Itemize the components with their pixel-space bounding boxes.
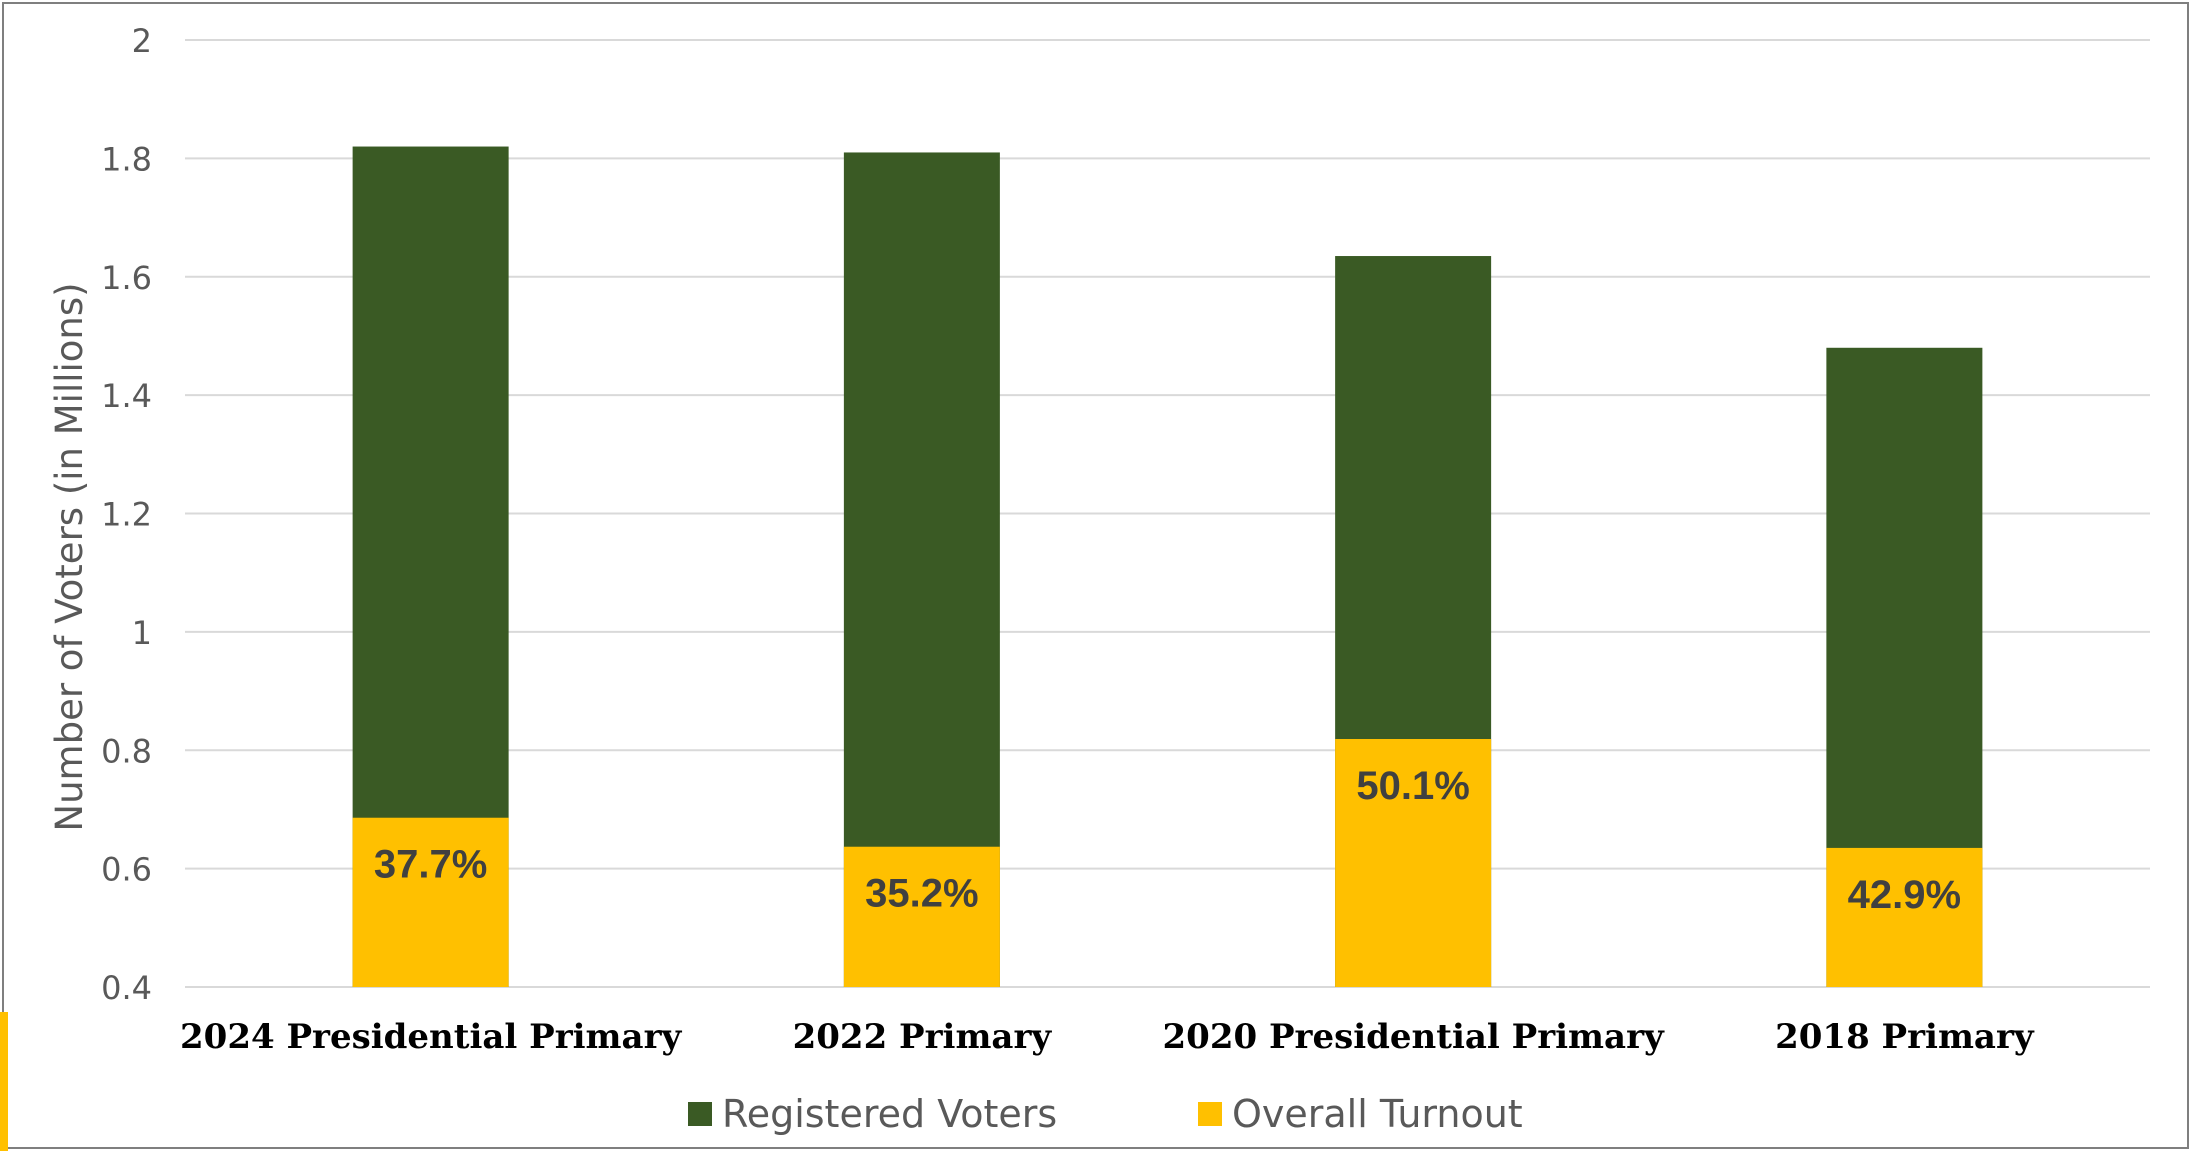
x-tick-label: 2020 Presidential Primary <box>1163 1017 1665 1057</box>
legend-label-turnout: Overall Turnout <box>1232 1092 1523 1136</box>
y-axis-ticks: 0.4 0.6 0.8 1 1.2 1.4 1.6 1.8 2 <box>101 22 152 1007</box>
data-label: 50.1% <box>1356 764 1469 808</box>
bar-overall-turnout <box>843 846 1000 987</box>
legend-registered: Registered Voters <box>688 1092 1057 1136</box>
bar-overall-turnout <box>352 817 509 987</box>
y-tick-label: 0.8 <box>101 732 152 770</box>
data-label: 35.2% <box>865 872 978 916</box>
bar-overall-turnout <box>1335 739 1492 987</box>
y-tick-label: 2 <box>132 22 152 60</box>
y-tick-label: 1 <box>132 614 152 652</box>
data-label: 37.7% <box>374 843 487 887</box>
y-tick-label: 1.4 <box>101 377 152 415</box>
y-tick-label: 1.8 <box>101 140 152 178</box>
data-label: 42.9% <box>1848 873 1961 917</box>
data-labels: 37.7% 35.2% 50.1% 42.9% <box>374 764 1961 917</box>
legend-turnout: Overall Turnout <box>1198 1092 1523 1136</box>
left-accent-bar <box>0 1012 8 1151</box>
x-axis-ticks: 2024 Presidential Primary 2022 Primary 202… <box>180 1017 2035 1057</box>
x-tick-label: 2022 Primary <box>793 1017 1053 1057</box>
gridlines <box>185 39 2150 988</box>
bar-overall-turnout <box>1826 847 1983 987</box>
y-axis-title: Number of Voters (in Millions) <box>48 282 91 831</box>
y-tick-label: 1.2 <box>101 496 152 534</box>
y-tick-label: 0.4 <box>101 969 152 1007</box>
x-tick-label: 2024 Presidential Primary <box>180 1017 682 1057</box>
legend-swatch-turnout <box>1198 1102 1222 1126</box>
y-tick-label: 1.6 <box>101 259 152 297</box>
x-tick-label: 2018 Primary <box>1775 1017 2035 1057</box>
bars <box>352 146 1983 988</box>
legend-label-registered: Registered Voters <box>722 1092 1058 1136</box>
legend-swatch-registered <box>688 1102 712 1126</box>
y-tick-label: 0.6 <box>101 851 152 889</box>
